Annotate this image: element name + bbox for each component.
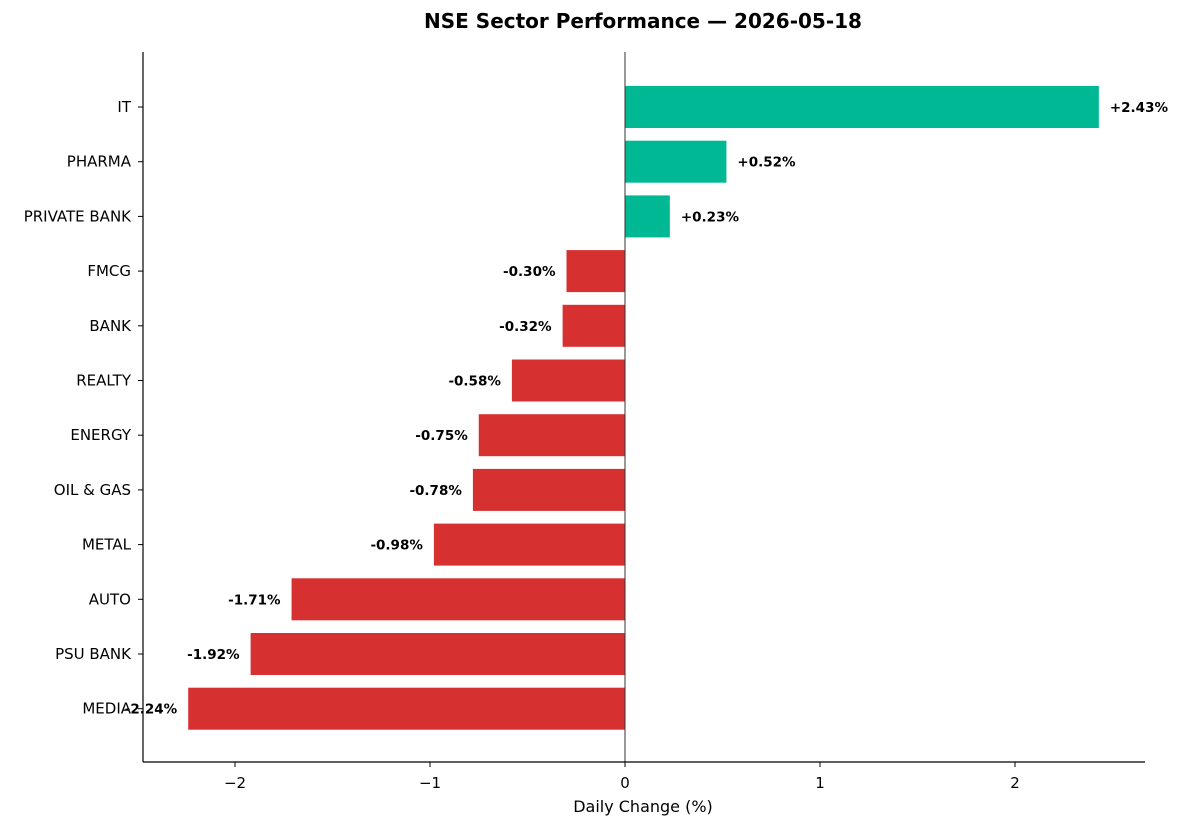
x-ticks-group: −2 −1 0 1 2 (224, 762, 1020, 792)
bar (625, 140, 727, 183)
data-label: +0.23% (681, 209, 740, 225)
bar (291, 578, 625, 621)
bar (625, 86, 1099, 128)
data-label: -1.92% (187, 647, 240, 663)
data-label: -1.71% (228, 592, 281, 608)
y-tick-label: PSU BANK (55, 645, 132, 663)
data-label: -0.32% (499, 319, 552, 335)
data-label: -0.98% (370, 538, 423, 554)
y-tick-label: PHARMA (67, 153, 132, 171)
bar (562, 304, 625, 347)
y-tick-label: IT (117, 98, 131, 116)
y-tick-label: BANK (89, 317, 132, 335)
data-label: +0.52% (737, 155, 796, 171)
bar (250, 633, 625, 675)
y-tick-label: REALTY (76, 372, 132, 390)
bar (566, 250, 625, 293)
bar (625, 195, 670, 238)
bar (188, 687, 625, 730)
axes-group (142, 52, 1145, 763)
bar (511, 359, 625, 402)
x-tick-label: 2 (1010, 774, 1020, 792)
bars-group (188, 86, 1099, 730)
data-label: -0.30% (503, 264, 556, 280)
y-tick-label: OIL & GAS (54, 481, 131, 499)
data-label: -2.24% (125, 702, 178, 718)
bar (478, 414, 625, 457)
x-axis-label: Daily Change (%) (573, 797, 713, 816)
y-ticks-group: IT PHARMA PRIVATE BANK FMCG BANK REALTY ENERGY… (24, 98, 143, 718)
y-tick-label: PRIVATE BANK (24, 207, 132, 225)
x-tick-label: −2 (224, 774, 246, 792)
x-tick-label: 1 (815, 774, 825, 792)
data-label: -0.78% (409, 483, 462, 499)
data-labels-group: +2.43% +0.52% +0.23% -0.30% -0.32% -0.58% -0.7… (125, 100, 1169, 718)
bar (433, 523, 625, 566)
x-tick-label: 0 (620, 774, 630, 792)
y-tick-label: FMCG (87, 262, 131, 280)
y-tick-label: AUTO (89, 590, 131, 608)
bar (472, 468, 625, 511)
data-label: +2.43% (1110, 100, 1169, 116)
data-label: -0.75% (415, 428, 468, 444)
y-tick-label: MEDIA (82, 700, 131, 718)
data-label: -0.58% (448, 374, 501, 390)
x-tick-label: −1 (419, 774, 441, 792)
chart-title: NSE Sector Performance — 2026-05-18 (424, 9, 862, 33)
y-tick-label: ENERGY (70, 426, 131, 444)
y-tick-label: METAL (82, 536, 132, 554)
